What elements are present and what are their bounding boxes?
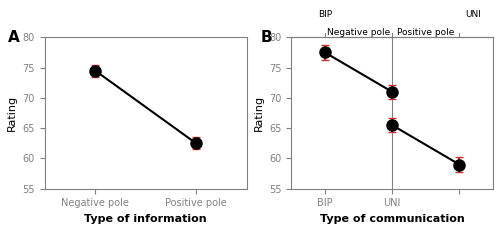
X-axis label: Type of information: Type of information: [84, 214, 207, 224]
Text: B: B: [261, 30, 272, 45]
Text: UNI: UNI: [466, 10, 481, 19]
Y-axis label: Rating: Rating: [7, 95, 17, 131]
Text: BIP: BIP: [318, 10, 332, 19]
Y-axis label: Rating: Rating: [254, 95, 264, 131]
Text: Negative pole: Negative pole: [327, 28, 390, 37]
Text: Positive pole: Positive pole: [397, 28, 454, 37]
X-axis label: Type of communication: Type of communication: [320, 214, 464, 224]
Text: A: A: [8, 30, 20, 45]
